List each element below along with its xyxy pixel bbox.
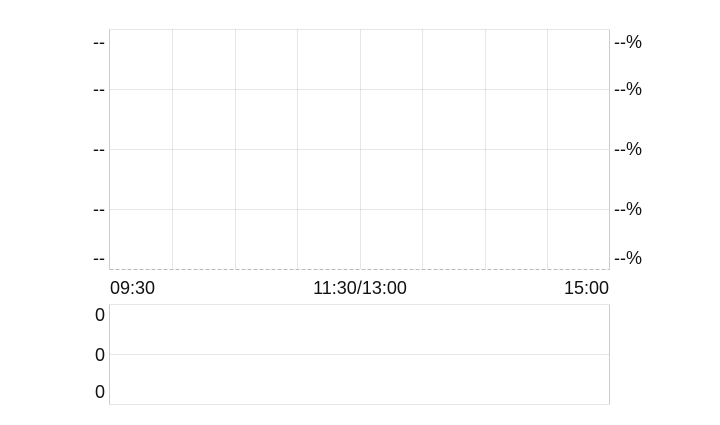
y-left-tick-label: -- — [93, 139, 105, 159]
y-right-tick-label: --% — [614, 32, 642, 52]
y-left-tick-label: -- — [93, 32, 105, 52]
y-right-tick-label: --% — [614, 139, 642, 159]
volume-y-tick-label: 0 — [95, 382, 105, 402]
x-tick-label: 11:30/13:00 — [313, 278, 407, 298]
y-left-tick-label: -- — [93, 248, 105, 268]
x-tick-label: 15:00 — [564, 278, 609, 298]
y-left-tick-label: -- — [93, 79, 105, 99]
y-right-tick-label: --% — [614, 199, 642, 219]
volume-y-tick-label: 0 — [95, 345, 105, 365]
volume-y-tick-label: 0 — [95, 305, 105, 325]
y-left-tick-label: -- — [93, 199, 105, 219]
y-right-tick-label: --% — [614, 79, 642, 99]
y-right-tick-label: --% — [614, 248, 642, 268]
x-tick-label: 09:30 — [110, 278, 155, 298]
